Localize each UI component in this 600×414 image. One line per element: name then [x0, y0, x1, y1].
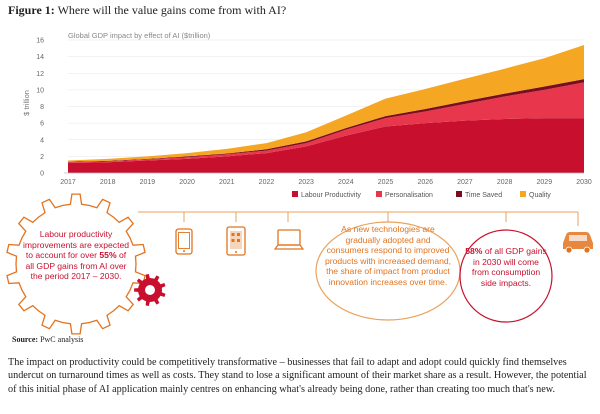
- x-tick-label: 2020: [179, 179, 195, 186]
- y-tick-label: 0: [40, 171, 44, 178]
- source-text: PwC analysis: [40, 335, 84, 344]
- legend-swatch-time-saved: [456, 191, 462, 197]
- x-tick-label: 2025: [378, 179, 394, 186]
- phone-icon: [175, 228, 193, 255]
- x-tick-label: 2024: [338, 179, 354, 186]
- labour-productivity-callout: Labour productivity improvements are exp…: [22, 229, 130, 282]
- x-tick-label: 2023: [298, 179, 314, 186]
- y-tick-label: 4: [40, 137, 44, 144]
- infographic: [6, 193, 593, 335]
- figure-label: Figure 1:: [8, 3, 55, 17]
- x-tick-label: 2021: [219, 179, 235, 186]
- source-note: Source: PwC analysis: [12, 335, 83, 344]
- chart-legend: Labour Productivity Personalisation Time S…: [292, 191, 551, 199]
- x-tick-label: 2028: [497, 179, 513, 186]
- x-tick-label: 2019: [140, 179, 156, 186]
- legend-label-quality: Quality: [529, 192, 551, 199]
- area-labour-productivity: [68, 118, 584, 173]
- x-tick-label: 2029: [537, 179, 553, 186]
- legend-label-personalisation: Personalisation: [385, 192, 433, 199]
- gear-icon: [6, 193, 146, 335]
- gear-text-post: of all GDP gains from AI over the period…: [25, 250, 127, 281]
- y-tick-label: 12: [36, 71, 44, 78]
- y-tick-label: 10: [36, 87, 44, 94]
- chart-areas: [68, 45, 584, 173]
- tablet-icon: [226, 226, 246, 256]
- gdp-stacked-area-chart: 0 2 4 6 8 10 12 14 16 2017 2018 2019 2020 2021 2022 202…: [22, 31, 592, 199]
- figure-title: Figure 1: Where will the value gains com…: [8, 3, 286, 18]
- gear-text-highlight: 55%: [99, 250, 117, 260]
- circle-text-highlight: 58%: [465, 246, 483, 256]
- figure-title-text: Where will the value gains come from wit…: [57, 3, 287, 17]
- y-axis-label: $ trillion: [22, 90, 31, 116]
- legend-swatch-quality: [520, 191, 526, 197]
- y-tick-label: 16: [36, 38, 44, 45]
- chart-subtitle: Global GDP impact by effect of AI ($tril…: [68, 31, 211, 40]
- legend-swatch-personalisation: [376, 191, 382, 197]
- x-tick-label: 2027: [457, 179, 473, 186]
- innovation-callout: As new technologies are gradually adopte…: [324, 224, 452, 287]
- x-tick-label: 2026: [417, 179, 433, 186]
- laptop-icon: [273, 229, 305, 250]
- x-tick-label: 2022: [259, 179, 275, 186]
- x-tick-label: 2030: [576, 179, 592, 186]
- consumption-callout: 58% of all GDP gains in 2030 will come f…: [464, 246, 548, 288]
- y-tick-label: 8: [40, 104, 44, 111]
- y-tick-label: 2: [40, 154, 44, 161]
- y-tick-label: 14: [36, 54, 44, 61]
- circle-text-post: of all GDP gains in 2030 will come from …: [471, 246, 547, 288]
- gear-text-pre: Labour productivity improvements are exp…: [22, 229, 130, 260]
- y-tick-label: 6: [40, 121, 44, 128]
- chart-axes: 0 2 4 6 8 10 12 14 16 2017 2018 2019 2020 2021 2022 202…: [36, 38, 592, 187]
- legend-swatch-labour-productivity: [292, 191, 298, 197]
- consumption-circle: [459, 229, 553, 323]
- legend-label-time-saved: Time Saved: [465, 192, 502, 199]
- x-tick-label: 2018: [100, 179, 116, 186]
- small-gear-icon: [134, 274, 166, 306]
- body-paragraph: The impact on productivity could be comp…: [8, 357, 587, 395]
- car-icon: [563, 232, 593, 254]
- legend-label-labour-productivity: Labour Productivity: [301, 192, 361, 199]
- x-tick-label: 2017: [60, 179, 76, 186]
- source-label: Source:: [12, 335, 39, 344]
